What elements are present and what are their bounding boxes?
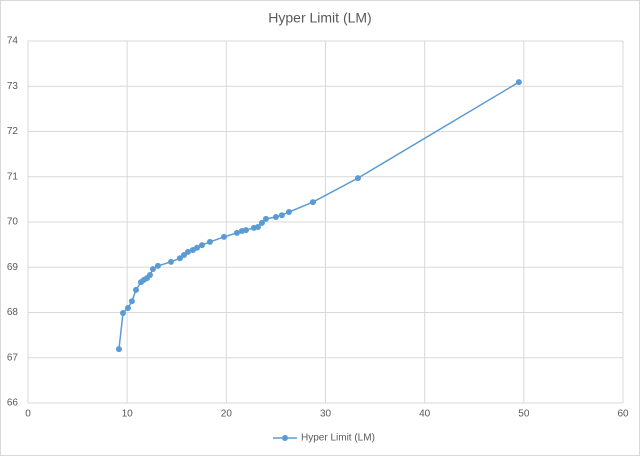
y-tick-label: 69: [7, 262, 19, 273]
data-point: [272, 214, 279, 221]
data-point: [220, 233, 227, 240]
data-point: [184, 248, 191, 255]
x-tick-label: 60: [617, 409, 629, 420]
y-tick-label: 70: [7, 217, 19, 228]
data-point: [154, 262, 161, 269]
legend-marker: [282, 435, 288, 441]
x-tick-label: 50: [518, 409, 530, 420]
y-tick-label: 71: [7, 171, 19, 182]
data-point: [193, 244, 200, 251]
data-point: [278, 212, 285, 219]
data-point: [149, 266, 156, 273]
y-tick-label: 72: [7, 126, 19, 137]
data-point: [167, 258, 174, 265]
chart-title: Hyper Limit (LM): [268, 10, 371, 26]
x-tick-label: 20: [221, 409, 233, 420]
data-point: [309, 199, 316, 206]
data-point: [206, 238, 213, 245]
x-tick-label: 10: [122, 409, 134, 420]
data-point: [258, 219, 265, 226]
data-point: [233, 229, 240, 236]
data-point: [132, 286, 139, 293]
y-tick-label: 66: [7, 398, 19, 409]
data-point: [128, 298, 135, 305]
data-point: [198, 242, 205, 249]
data-point: [120, 309, 127, 316]
data-point: [254, 223, 261, 230]
data-point: [115, 346, 122, 353]
data-point: [354, 175, 361, 182]
x-tick-label: 40: [419, 409, 431, 420]
y-tick-label: 67: [7, 352, 19, 363]
data-point: [124, 304, 131, 311]
y-tick-label: 74: [7, 36, 19, 47]
data-point: [285, 209, 292, 216]
x-tick-label: 30: [320, 409, 332, 420]
y-tick-label: 73: [7, 81, 19, 92]
data-point: [176, 255, 183, 262]
y-tick-label: 68: [7, 307, 19, 318]
data-point: [242, 227, 249, 234]
data-point: [146, 271, 153, 278]
x-tick-label: 0: [25, 409, 31, 420]
data-point: [262, 215, 269, 222]
legend-label: Hyper Limit (LM): [301, 433, 375, 444]
data-point: [515, 79, 522, 86]
